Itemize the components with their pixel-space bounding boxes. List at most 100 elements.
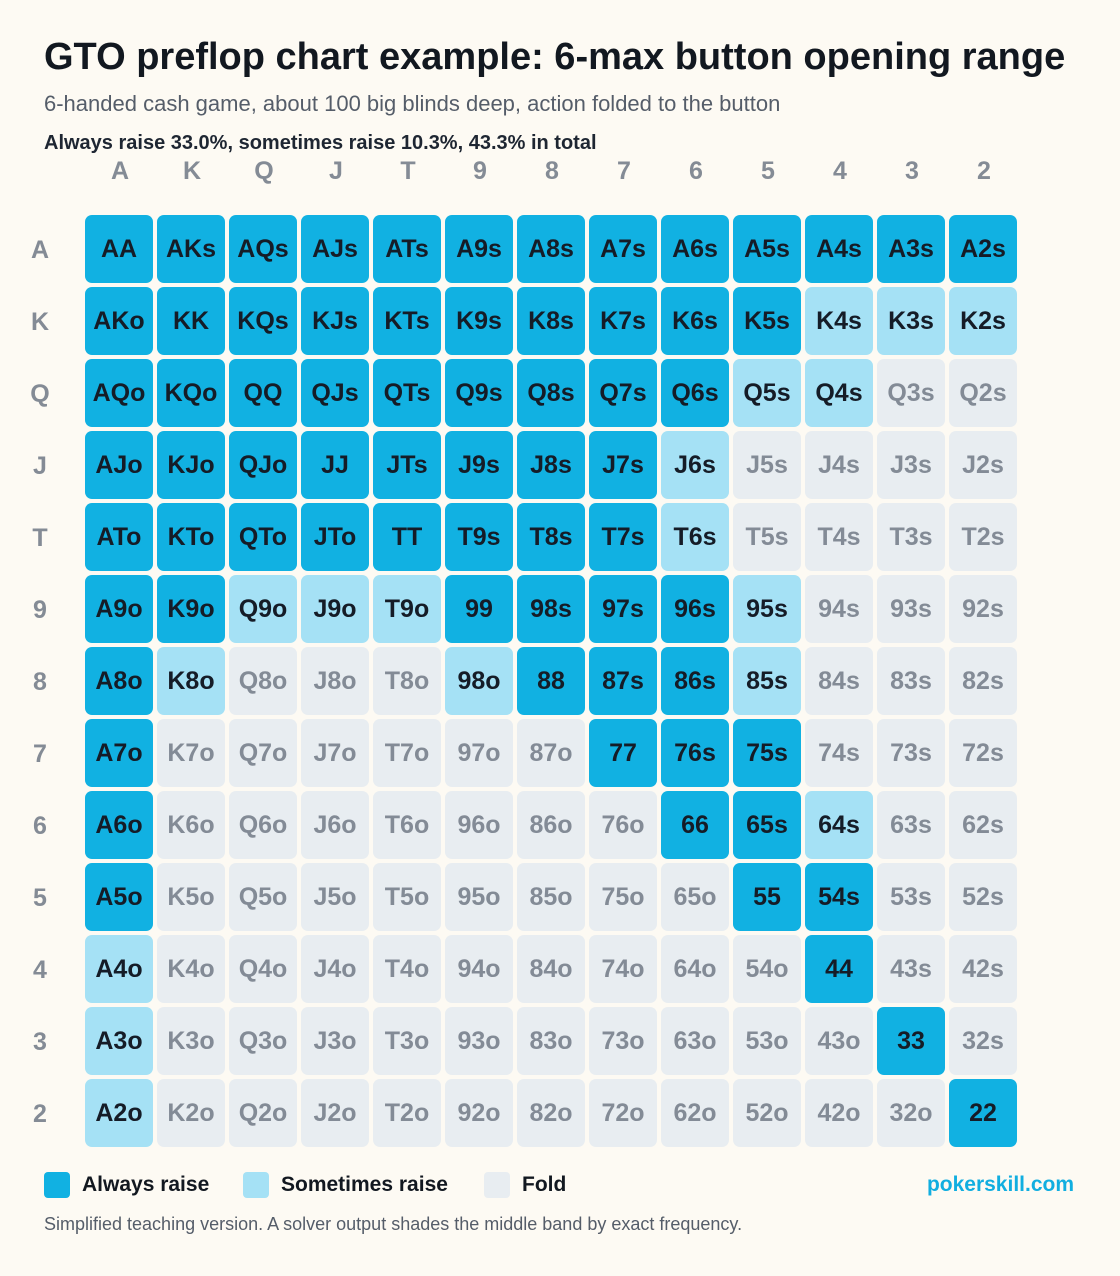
footnote: Simplified teaching version. A solver ou… (44, 1214, 743, 1234)
hand-cell: K6s (661, 287, 729, 355)
hand-cell: 54s (805, 863, 873, 931)
hand-cell: J6s (661, 431, 729, 499)
hand-cell: J4s (805, 431, 873, 499)
hand-cell: J3s (877, 431, 945, 499)
legend-label: Always raise (82, 1173, 210, 1196)
hand-cell: 82s (949, 647, 1017, 715)
hand-cell: Q8o (229, 647, 297, 715)
hand-cell: A6s (661, 215, 729, 283)
hand-cell: 94o (445, 935, 513, 1003)
hand-cell: T6s (661, 503, 729, 571)
legend-always-raise: Always raise (44, 1171, 209, 1199)
row-header: 8 (33, 668, 47, 696)
hand-cell: 52o (733, 1079, 801, 1147)
legend-swatch-always-raise (44, 1172, 70, 1198)
hand-cell: A7o (85, 719, 153, 787)
hand-cell: KTo (157, 503, 225, 571)
hand-cell: 92s (949, 575, 1017, 643)
column-header: 2 (977, 157, 991, 185)
hand-cell: K8s (517, 287, 585, 355)
hand-cell: 54o (733, 935, 801, 1003)
hand-cell: Q6o (229, 791, 297, 859)
hand-cell: 85o (517, 863, 585, 931)
hand-cell: T3s (877, 503, 945, 571)
hand-cell: 84s (805, 647, 873, 715)
hand-cell: J7o (301, 719, 369, 787)
column-header: 7 (617, 157, 631, 185)
hand-cell: Q2o (229, 1079, 297, 1147)
hand-cell: AJo (85, 431, 153, 499)
column-header: 6 (689, 157, 703, 185)
hand-cell: A3s (877, 215, 945, 283)
hand-cell: 97o (445, 719, 513, 787)
brand-link[interactable]: pokerskill.com (926, 1173, 1074, 1196)
column-header: 3 (905, 157, 919, 185)
hand-cell: T3o (373, 1007, 441, 1075)
hand-cell: ATs (373, 215, 441, 283)
hand-cell: 53o (733, 1007, 801, 1075)
hand-cell: KTs (373, 287, 441, 355)
hand-cell: K2o (157, 1079, 225, 1147)
column-header: Q (254, 157, 274, 185)
hand-cell: A9s (445, 215, 513, 283)
hand-cell: QTs (373, 359, 441, 427)
hand-cell: 22 (949, 1079, 1017, 1147)
hand-cell: 93s (877, 575, 945, 643)
row-header: J (33, 452, 47, 480)
hand-cell: JTo (301, 503, 369, 571)
hand-cell: 73s (877, 719, 945, 787)
hand-cell: 65s (733, 791, 801, 859)
row-header: 3 (33, 1028, 47, 1056)
row-header: T (32, 524, 48, 552)
hand-cell: K4o (157, 935, 225, 1003)
legend-label: Fold (522, 1173, 567, 1196)
hand-cell: J8o (301, 647, 369, 715)
hand-cell: KK (157, 287, 225, 355)
hand-cell: K4s (805, 287, 873, 355)
hand-cell: 33 (877, 1007, 945, 1075)
hand-cell: 63s (877, 791, 945, 859)
hand-cell: 86o (517, 791, 585, 859)
hand-cell: K7o (157, 719, 225, 787)
hand-cell: A5o (85, 863, 153, 931)
hand-cell: T2s (949, 503, 1017, 571)
hand-cell: 32o (877, 1079, 945, 1147)
hand-cell: 96s (661, 575, 729, 643)
hand-cell: Q4s (805, 359, 873, 427)
hand-cell: J8s (517, 431, 585, 499)
hand-cell: ATo (85, 503, 153, 571)
hand-cell: QJo (229, 431, 297, 499)
hand-cell: 32s (949, 1007, 1017, 1075)
hand-cell: 52s (949, 863, 1017, 931)
hand-cell: T8s (517, 503, 585, 571)
hand-cell: KQs (229, 287, 297, 355)
hand-cell: 97s (589, 575, 657, 643)
hand-cell: T9o (373, 575, 441, 643)
hand-cell: 53s (877, 863, 945, 931)
row-header: 6 (33, 812, 47, 840)
hand-cell: 42s (949, 935, 1017, 1003)
hand-cell: Q9s (445, 359, 513, 427)
hand-cell: Q8s (517, 359, 585, 427)
hand-cell: 88 (517, 647, 585, 715)
hand-cell: 82o (517, 1079, 585, 1147)
row-header: 2 (33, 1100, 47, 1128)
hand-cell: K7s (589, 287, 657, 355)
legend-swatch-fold (484, 1172, 510, 1198)
hand-cell: 98o (445, 647, 513, 715)
hand-cell: T9s (445, 503, 513, 571)
hand-cell: A2o (85, 1079, 153, 1147)
hand-cell: A7s (589, 215, 657, 283)
hand-cell: 94s (805, 575, 873, 643)
column-header: 9 (473, 157, 487, 185)
hand-cell: 63o (661, 1007, 729, 1075)
hand-cell: 84o (517, 935, 585, 1003)
hand-cell: 75s (733, 719, 801, 787)
hand-cell: T4s (805, 503, 873, 571)
hand-cell: 62o (661, 1079, 729, 1147)
row-header: 4 (33, 956, 47, 984)
hand-cell: Q6s (661, 359, 729, 427)
column-header: A (110, 157, 130, 185)
hand-cell: Q5o (229, 863, 297, 931)
hand-cell: J2s (949, 431, 1017, 499)
